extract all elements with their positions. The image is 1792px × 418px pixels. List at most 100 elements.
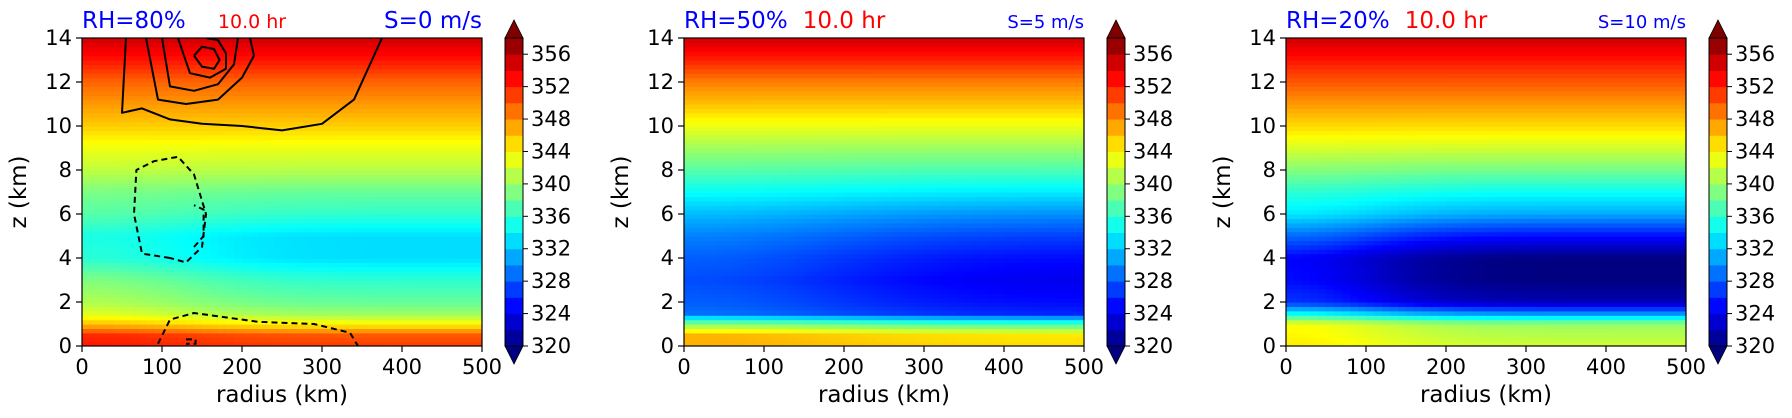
- plot-frame: [1285, 37, 1687, 347]
- x-tick-label: 300: [904, 355, 944, 379]
- y-tick-label: 14: [45, 26, 72, 50]
- y-tick-label: 0: [661, 334, 674, 358]
- colorbar-segment: [1709, 38, 1727, 55]
- colorbar-segment: [505, 200, 523, 217]
- colorbar-segment: [1709, 183, 1727, 201]
- x-axis-label: radius (km): [216, 382, 348, 408]
- y-tick-label: 10: [1249, 114, 1276, 138]
- colorbar-segment: [1107, 167, 1125, 185]
- x-tick-label: 200: [824, 355, 864, 379]
- panel-2: 0 100 200 300 400 500 0 2 4 6 8 10 12 14 radius (km) z …: [608, 8, 1173, 408]
- colorbar-tick-label: 352: [1133, 75, 1173, 99]
- colorbar-segment: [1107, 232, 1125, 250]
- colorbar: 320 324 328 332 336 340 344 348 352 356: [504, 19, 571, 365]
- colorbar-segment: [505, 281, 523, 298]
- colorbar-segment: [1107, 119, 1125, 136]
- colorbar-segment: [1709, 264, 1727, 282]
- colorbar-segment: [505, 183, 523, 201]
- colorbar-tick-label: 336: [1735, 204, 1775, 228]
- y-tick-label: 10: [647, 114, 674, 138]
- x-tick-label: 100: [1346, 355, 1386, 379]
- colorbar-frame: [1106, 37, 1126, 347]
- colorbar: 320 324 328 332 336 340 344 348 352 356: [1106, 19, 1173, 365]
- colorbar-tick-label: 340: [1735, 172, 1775, 196]
- colorbar-segment: [1107, 183, 1125, 201]
- colorbar-segment: [1709, 135, 1727, 152]
- x-tick-label: 400: [984, 355, 1024, 379]
- title-rh: RH=50%: [684, 8, 788, 34]
- y-tick-label: 8: [661, 158, 674, 182]
- x-tick-label: 300: [1506, 355, 1546, 379]
- colorbar-tick-label: 348: [531, 107, 571, 131]
- colorbar-tick-label: 324: [531, 302, 571, 326]
- colorbar-extend-max: [1106, 19, 1126, 39]
- colorbar-segment: [1107, 264, 1125, 282]
- contour-dashed-3: [186, 338, 197, 345]
- y-tick-label: 6: [1263, 202, 1276, 226]
- title-shear: S=5 m/s: [1007, 12, 1084, 33]
- title-rh: RH=20%: [1286, 8, 1390, 34]
- colorbar-segment: [1709, 313, 1727, 331]
- colorbar-tick-label: 320: [1133, 334, 1173, 358]
- y-tick-label: 2: [1263, 290, 1276, 314]
- colorbar-tick-label: 324: [1133, 302, 1173, 326]
- x-tick-label: 200: [1426, 355, 1466, 379]
- x-tick-label: 400: [382, 355, 422, 379]
- colorbar-segment: [1107, 54, 1125, 71]
- colorbar-tick-label: 348: [1735, 107, 1775, 131]
- colorbar-extend-min: [504, 345, 524, 365]
- x-tick-label: 500: [1666, 355, 1706, 379]
- colorbar-tick-label: 352: [1735, 75, 1775, 99]
- heatmap-field: [82, 38, 482, 346]
- colorbar-segment: [1709, 200, 1727, 217]
- colorbar-tick-label: 324: [1735, 302, 1775, 326]
- colorbar-segment: [1709, 70, 1727, 88]
- y-tick-label: 14: [1249, 26, 1276, 50]
- y-axis-label: z (km): [6, 155, 32, 228]
- y-tick-label: 12: [45, 70, 72, 94]
- colorbar-tick-label: 332: [531, 237, 571, 261]
- contour-solid-0: [121, 38, 383, 132]
- colorbar-tick-label: 340: [531, 172, 571, 196]
- colorbar-segment: [505, 216, 523, 234]
- colorbar-tick-label: 344: [1133, 139, 1173, 163]
- colorbar-segment: [1107, 102, 1125, 120]
- colorbar-segment: [1107, 38, 1125, 55]
- title-rh: RH=80%: [82, 8, 186, 34]
- colorbar-segment: [1107, 329, 1125, 347]
- y-tick-label: 4: [661, 246, 674, 270]
- title-shear: S=10 m/s: [1598, 12, 1686, 33]
- colorbar-segment: [1107, 70, 1125, 88]
- y-tick-label: 12: [647, 70, 674, 94]
- y-tick-label: 12: [1249, 70, 1276, 94]
- x-tick-label: 300: [302, 355, 342, 379]
- contour-solid-1: [145, 38, 255, 105]
- colorbar-tick-label: 332: [1133, 237, 1173, 261]
- colorbar-tick-label: 336: [1133, 204, 1173, 228]
- colorbar-tick-label: 356: [531, 42, 571, 66]
- y-axis-label: z (km): [608, 155, 634, 228]
- colorbar-tick-label: 356: [1735, 42, 1775, 66]
- y-tick-label: 8: [1263, 158, 1276, 182]
- colorbar-segment: [1709, 248, 1727, 266]
- colorbar-segment: [1709, 54, 1727, 71]
- colorbar-segment: [505, 232, 523, 250]
- colorbar-segment: [1107, 313, 1125, 331]
- colorbar-tick-label: 332: [1735, 237, 1775, 261]
- colorbar-frame: [504, 37, 524, 347]
- x-tick-label: 400: [1586, 355, 1626, 379]
- y-tick-label: 4: [1263, 246, 1276, 270]
- contour-solid-2: [161, 38, 239, 92]
- colorbar-segment: [1107, 297, 1125, 315]
- colorbar-tick-label: 344: [531, 139, 571, 163]
- y-tick-label: 10: [45, 114, 72, 138]
- colorbar-segment: [1709, 119, 1727, 136]
- colorbar-tick-label: 336: [531, 204, 571, 228]
- plot-frame: [683, 37, 1085, 347]
- colorbar-segment: [1709, 151, 1727, 169]
- contour-solid-3: [177, 38, 227, 79]
- colorbar-segment: [1107, 135, 1125, 152]
- colorbar-extend-max: [1708, 19, 1728, 39]
- colorbar-tick-label: 328: [1133, 269, 1173, 293]
- colorbar-segment: [1709, 86, 1727, 104]
